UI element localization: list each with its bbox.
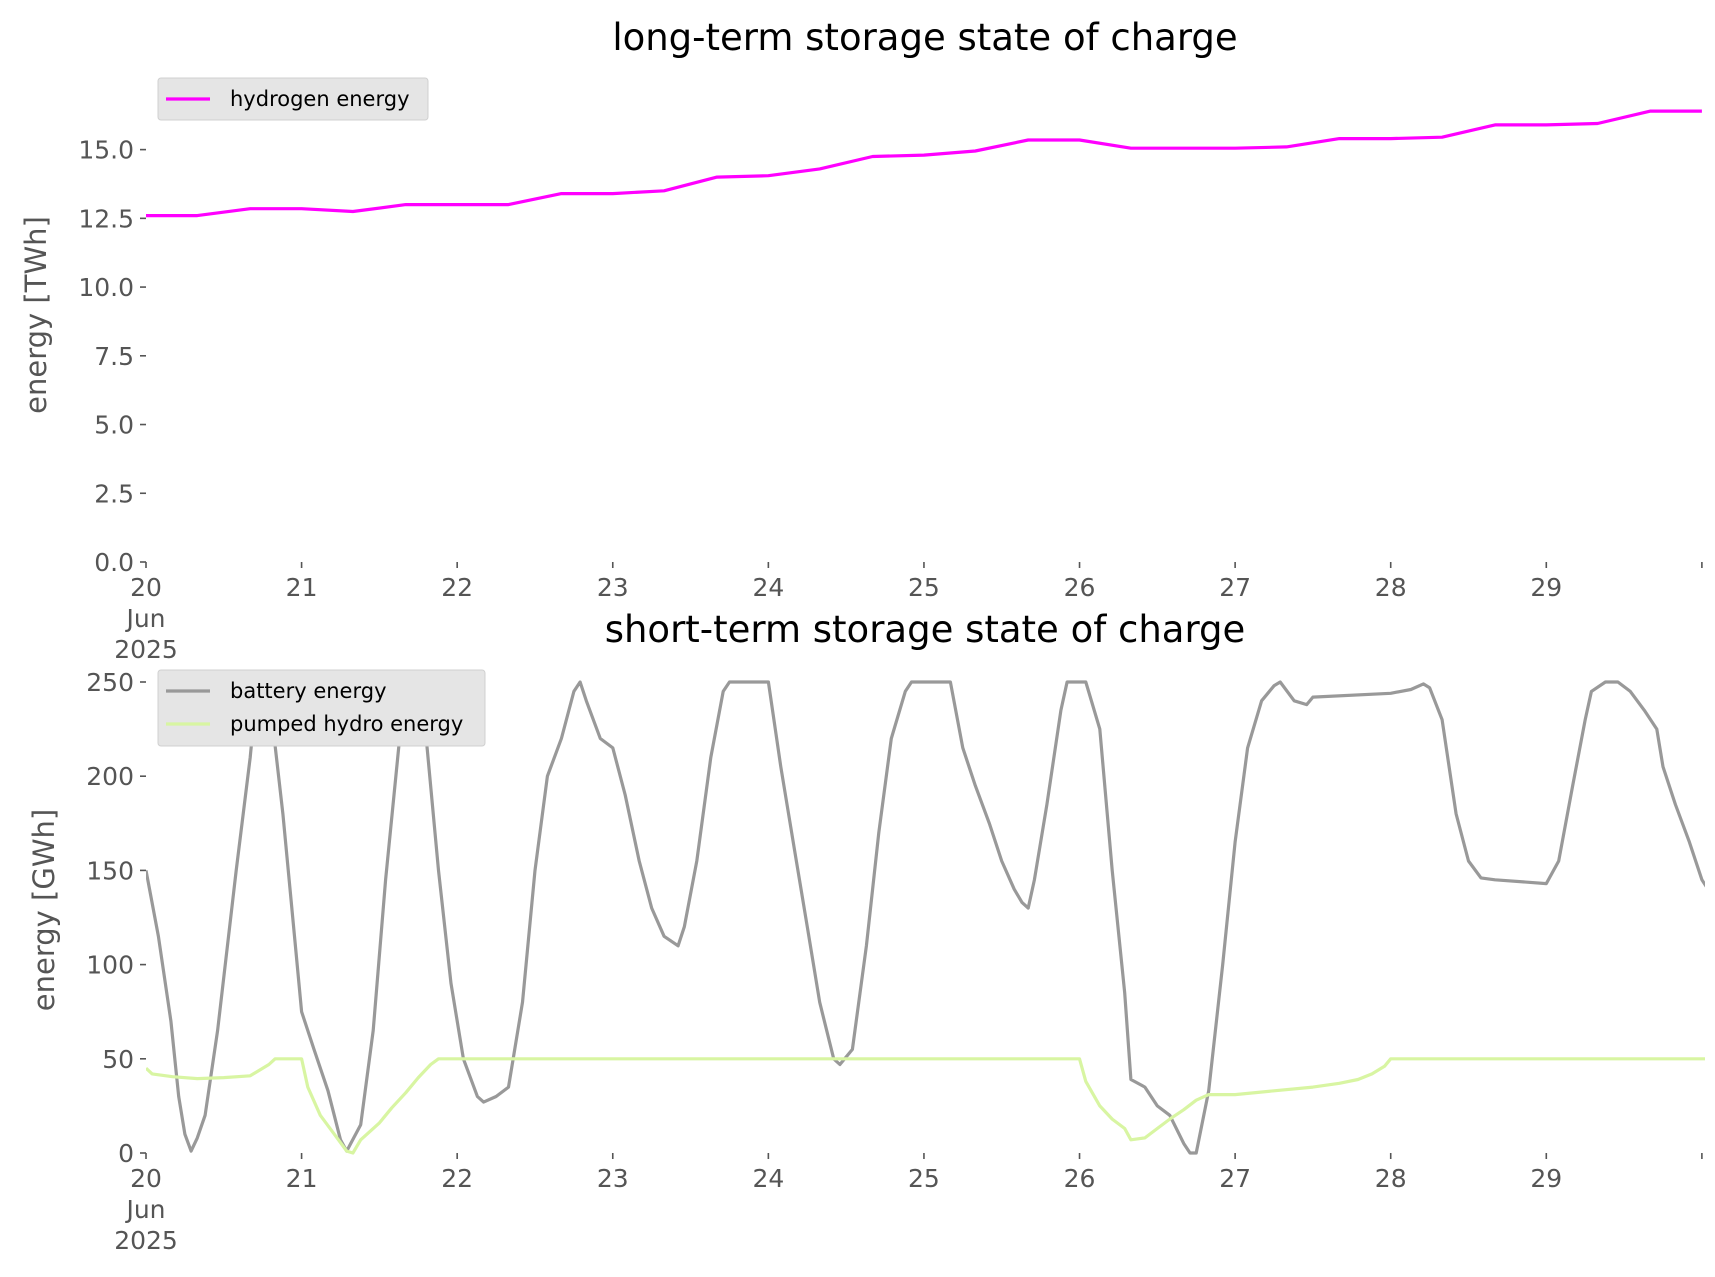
y-tick-label: 15.0 (78, 136, 134, 165)
x-tick-label: 23 (597, 573, 629, 602)
x-tick-label: 24 (752, 1164, 784, 1193)
x-tick-label: 24 (752, 573, 784, 602)
y-tick-label: 7.5 (94, 342, 134, 371)
legend: hydrogen energy (157, 77, 429, 121)
legend-label: hydrogen energy (230, 87, 410, 111)
x-tick-label: 23 (597, 1164, 629, 1193)
series-line (146, 109, 1702, 218)
x-tick-label: 28 (1375, 573, 1407, 602)
x-tick-label: 29 (1530, 1164, 1562, 1193)
plot-lines (146, 109, 1702, 218)
y-ticks: 0 50 100 150 200 250 (86, 668, 146, 1168)
series-line (146, 680, 1705, 1155)
y-tick-label: 2.5 (94, 479, 134, 508)
y-tick-label: 5.0 (94, 411, 134, 440)
x-tick-label: 26 (1064, 1164, 1096, 1193)
y-tick-label: 200 (86, 762, 134, 791)
x-tick-label: 27 (1219, 1164, 1251, 1193)
y-axis-label: energy [GWh] (27, 809, 61, 1011)
legend: battery energy pumped hydro energy (157, 669, 486, 747)
x-tick-label: 25 (908, 1164, 940, 1193)
x-tick-label: 25 (908, 573, 940, 602)
chart-long-term: long-term storage state of charge energy… (19, 16, 1703, 664)
x-tick-label: 20 Jun 2025 (114, 1164, 178, 1255)
x-tick-label: 29 (1530, 573, 1562, 602)
x-tick-label: 27 (1219, 573, 1251, 602)
chart-title: short-term storage state of charge (605, 608, 1246, 651)
y-tick-label: 0.0 (94, 548, 134, 577)
x-tick-label: 26 (1064, 573, 1096, 602)
legend-label: battery energy (230, 679, 387, 703)
y-tick-label: 12.5 (78, 204, 134, 233)
plot-lines (146, 680, 1705, 1155)
legend-label: pumped hydro energy (230, 712, 463, 736)
y-tick-label: 10.0 (78, 273, 134, 302)
legend-box (157, 77, 429, 121)
x-tick-label: 20 Jun 2025 (114, 573, 178, 664)
x-ticks: 20 Jun 2025 21 22 23 24 25 26 27 28 29 (114, 562, 1703, 664)
x-tick-label: 21 (286, 1164, 318, 1193)
x-tick-label: 22 (441, 1164, 473, 1193)
chart-short-term: short-term storage state of charge energ… (27, 608, 1705, 1255)
legend-box (157, 669, 486, 747)
chart-title: long-term storage state of charge (612, 16, 1237, 59)
y-tick-label: 0 (118, 1139, 134, 1168)
y-tick-label: 250 (86, 668, 134, 697)
y-tick-label: 50 (102, 1045, 134, 1074)
x-ticks: 20 Jun 2025 21 22 23 24 25 26 27 28 29 (114, 1153, 1703, 1255)
x-tick-label: 22 (441, 573, 473, 602)
series-line (146, 1057, 1705, 1155)
y-axis-label: energy [TWh] (19, 216, 53, 414)
x-tick-label: 28 (1375, 1164, 1407, 1193)
x-tick-label: 21 (286, 573, 318, 602)
y-tick-label: 150 (86, 856, 134, 885)
y-tick-label: 100 (86, 951, 134, 980)
y-ticks: 0.0 2.5 5.0 7.5 10.0 12.5 15.0 (78, 136, 146, 577)
